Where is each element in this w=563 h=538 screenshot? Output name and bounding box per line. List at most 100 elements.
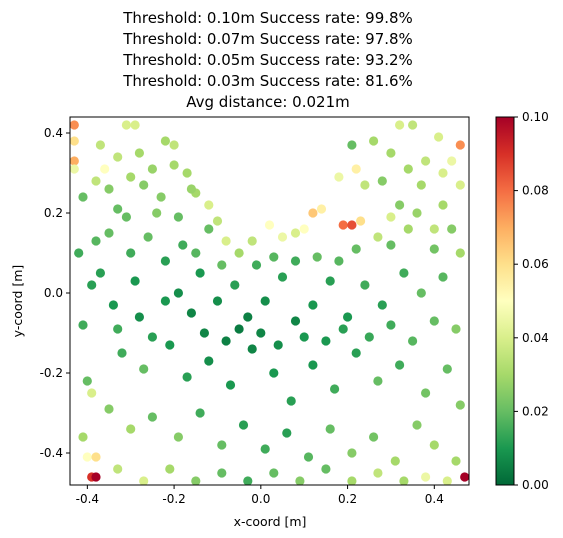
scatter-point — [269, 468, 279, 478]
scatter-point — [408, 336, 418, 346]
scatter-point — [121, 212, 131, 222]
scatter-point — [360, 280, 370, 290]
scatter-point — [91, 472, 101, 482]
y-tick-label: 0.0 — [44, 286, 63, 300]
scatter-point — [234, 324, 244, 334]
scatter-point — [269, 252, 279, 262]
scatter-point — [351, 348, 361, 358]
scatter-point — [91, 452, 101, 462]
scatter-point — [78, 320, 88, 330]
scatter-point — [104, 404, 114, 414]
colorbar-tick-label: 0.06 — [522, 257, 549, 271]
scatter-point — [160, 296, 170, 306]
scatter-point — [70, 136, 79, 146]
scatter-point — [325, 424, 335, 434]
scatter-point — [325, 276, 335, 286]
scatter-point — [139, 476, 149, 485]
scatter-point — [91, 236, 101, 246]
scatter-point — [360, 180, 370, 190]
scatter-point — [347, 220, 357, 230]
scatter-point — [139, 364, 149, 374]
colorbar-tick-label: 0.00 — [522, 478, 549, 492]
scatter-point — [308, 300, 318, 310]
scatter-point — [364, 332, 374, 342]
scatter-point — [351, 164, 361, 174]
scatter-point — [126, 248, 136, 258]
scatter-point — [395, 360, 405, 370]
scatter-point — [451, 456, 461, 466]
y-tick-label: -0.2 — [40, 366, 63, 380]
scatter-point — [334, 256, 344, 266]
scatter-point — [182, 372, 192, 382]
scatter-point — [70, 164, 79, 174]
scatter-point — [156, 192, 166, 202]
scatter-point — [234, 248, 244, 258]
x-axis: -0.4 -0.2 0.0 0.2 0.4 — [76, 485, 444, 506]
scatter-point — [169, 140, 179, 150]
x-axis-label: x-coord [m] — [234, 514, 307, 529]
scatter-point — [395, 120, 405, 130]
scatter-point — [434, 132, 444, 142]
scatter-point — [343, 312, 353, 322]
scatter-point — [455, 180, 465, 190]
scatter-point — [143, 232, 153, 242]
scatter-point — [70, 120, 79, 130]
scatter-point — [429, 440, 439, 450]
scatter-point — [408, 120, 418, 130]
scatter-point — [139, 180, 149, 190]
scatter-point — [369, 432, 379, 442]
scatter-point — [421, 156, 431, 166]
scatter-point — [87, 388, 97, 398]
scatter-point — [230, 280, 240, 290]
scatter-point — [321, 336, 331, 346]
scatter-point — [173, 432, 183, 442]
scatter-point — [373, 232, 383, 242]
scatter-point — [256, 328, 266, 338]
scatter-point — [290, 316, 301, 326]
scatter-point — [113, 464, 123, 474]
scatter-point — [282, 428, 292, 438]
scatter-point — [78, 192, 88, 202]
scatter-point — [243, 476, 253, 485]
scatter-point — [191, 476, 201, 485]
scatter-point — [312, 252, 322, 262]
title-line-1: Threshold: 0.10m Success rate: 99.8% — [122, 9, 413, 27]
scatter-point — [338, 220, 348, 230]
scatter-point — [204, 356, 214, 366]
x-tick-label: 0.0 — [251, 492, 270, 506]
scatter-point — [455, 140, 465, 150]
scatter-point — [373, 468, 383, 478]
scatter-point — [455, 400, 465, 410]
scatter-point — [247, 236, 257, 246]
scatter-point — [273, 340, 283, 350]
scatter-point — [70, 156, 79, 166]
scatter-point — [399, 476, 409, 485]
scatter-point — [260, 444, 270, 454]
scatter-point — [182, 168, 192, 178]
y-axis: -0.4 -0.2 0.0 0.2 0.4 — [40, 126, 70, 460]
scatter-point — [217, 468, 227, 478]
scatter-point — [121, 120, 131, 130]
scatter-point — [386, 240, 396, 250]
scatter-point — [377, 300, 387, 310]
title-line-3: Threshold: 0.05m Success rate: 93.2% — [122, 51, 413, 69]
x-tick-label: -0.2 — [162, 492, 185, 506]
scatter-point — [416, 288, 426, 298]
scatter-point — [186, 308, 196, 318]
scatter-point — [403, 224, 413, 234]
scatter-point — [277, 272, 288, 282]
scatter-point — [82, 452, 92, 462]
scatter-point — [217, 440, 227, 450]
colorbar-gradient — [495, 116, 515, 486]
scatter-point — [195, 408, 205, 418]
scatter-point — [334, 172, 344, 182]
scatter-point — [108, 300, 118, 310]
scatter-point — [290, 228, 301, 238]
y-tick-label: 0.4 — [44, 126, 63, 140]
scatter-point — [173, 288, 183, 298]
scatter-point — [438, 168, 448, 178]
scatter-point — [95, 140, 105, 150]
scatter-point — [316, 204, 327, 214]
scatter-point — [330, 384, 340, 394]
scatter-point — [74, 248, 84, 258]
